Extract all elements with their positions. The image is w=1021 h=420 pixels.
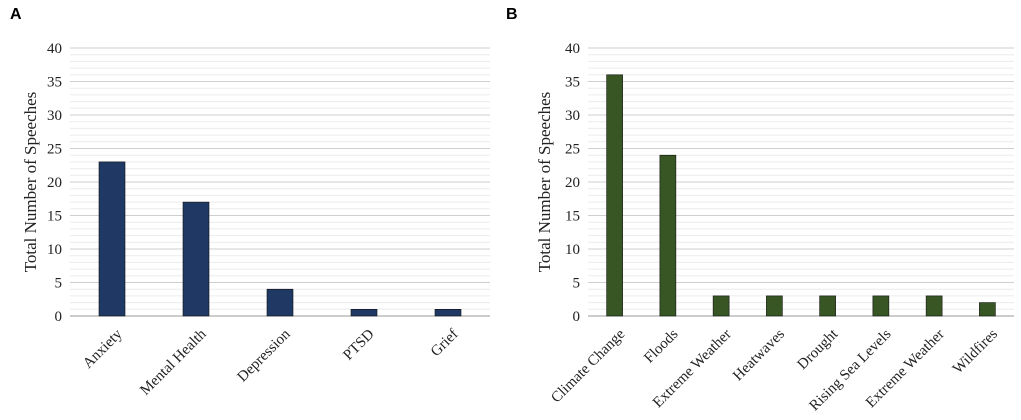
- bar-anxiety: [98, 161, 126, 317]
- bar-floods: [659, 154, 677, 317]
- y-tick-label: 35: [565, 75, 580, 91]
- y-tick-label: 40: [47, 41, 62, 57]
- chart-panel-b: B 0 5 10 15 20 25 30 35 40 Total Number of Speech…: [505, 0, 1021, 420]
- category-label: Anxiety: [80, 326, 126, 372]
- bar-extreme-weather: [925, 295, 943, 317]
- category-label: Grief: [428, 326, 462, 360]
- panel-label: B: [506, 6, 518, 23]
- category-label: Mental Health: [137, 326, 210, 399]
- bar-heatwaves: [766, 295, 783, 317]
- y-tick-label: 0: [55, 309, 63, 325]
- y-tick-label: 5: [55, 276, 63, 292]
- y-tick-label: 20: [565, 175, 580, 191]
- chart-panel-a: A 0 5 10 15 20 25 30 35 40 Total Number of Speech…: [0, 0, 505, 420]
- y-tick-label: 30: [47, 108, 62, 124]
- bar-rising-sea-levels: [872, 295, 890, 317]
- bar-chart-a: 0 5 10 15 20 25 30 35 40 Total Number of Speeches…: [21, 41, 490, 399]
- y-tick-label: 15: [565, 209, 580, 225]
- bar-extreme-weather: [712, 295, 730, 317]
- y-tick-label: 20: [47, 175, 62, 191]
- y-axis-label: Total Number of Speeches: [535, 92, 554, 273]
- y-axis-label: Total Number of Speeches: [21, 92, 40, 273]
- y-tick-label: 30: [565, 108, 580, 124]
- category-label: Drought: [795, 326, 842, 373]
- y-tick-label: 0: [573, 309, 581, 325]
- category-label: Heatwaves: [730, 326, 788, 384]
- bar-depression: [266, 288, 294, 317]
- category-label: Depression: [235, 326, 294, 385]
- y-tick-label: 25: [47, 142, 62, 158]
- category-label: PTSD: [340, 326, 377, 363]
- bar-mental-health: [182, 201, 210, 317]
- y-tick-label: 35: [47, 75, 62, 91]
- bar-chart-b: 0 5 10 15 20 25 30 35 40 Total Number of Speeches…: [535, 41, 1014, 414]
- bar-wildfires: [979, 302, 996, 317]
- y-tick-label: 5: [573, 276, 581, 292]
- y-tick-label: 10: [565, 242, 580, 258]
- category-label: Floods: [641, 326, 681, 366]
- bar-grief: [434, 308, 462, 317]
- bar-ptsd: [350, 308, 378, 317]
- category-label: Climate Change: [548, 326, 628, 406]
- panel-label: A: [10, 6, 22, 23]
- y-tick-label: 10: [47, 242, 62, 258]
- y-tick-label: 15: [47, 209, 62, 225]
- y-tick-label: 25: [565, 142, 580, 158]
- bar-drought: [819, 295, 836, 317]
- bar-climate-change: [606, 74, 623, 317]
- y-tick-label: 40: [565, 41, 580, 57]
- category-label: Wildfires: [950, 326, 1001, 377]
